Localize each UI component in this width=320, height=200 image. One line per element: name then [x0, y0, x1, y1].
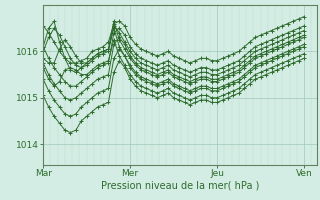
X-axis label: Pression niveau de la mer( hPa ): Pression niveau de la mer( hPa ) — [101, 181, 259, 191]
